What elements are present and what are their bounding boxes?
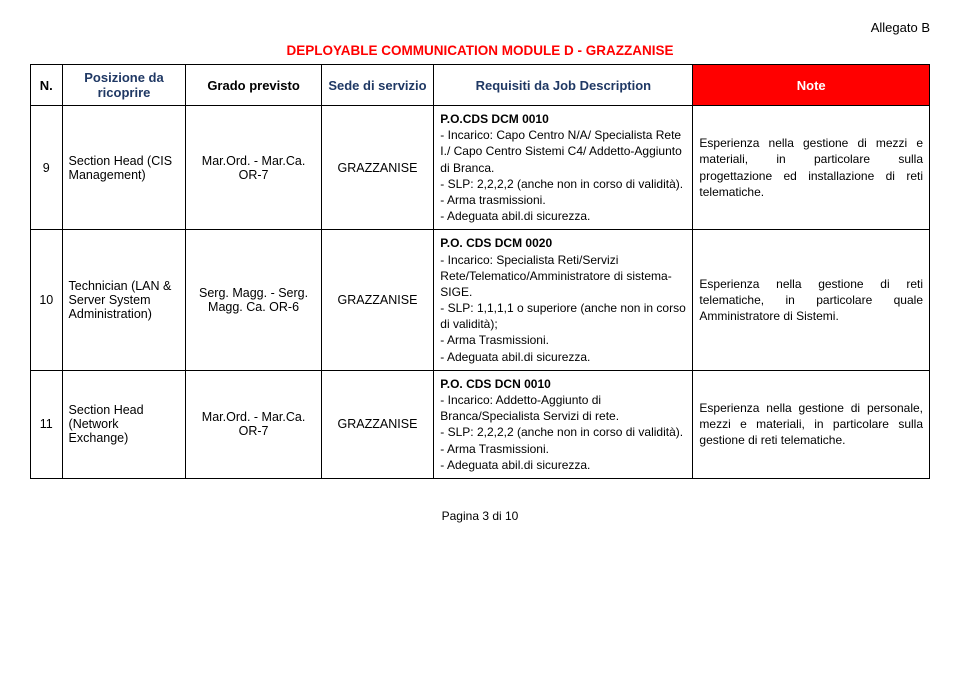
cell-n: 11	[31, 370, 63, 478]
cell-requisiti: P.O. CDS DCN 0010 - Incarico: Addetto-Agg…	[434, 370, 693, 478]
req-body: - Incarico: Specialista Reti/Servizi Ret…	[440, 253, 685, 364]
cell-sede: GRAZZANISE	[321, 106, 434, 230]
cell-sede: GRAZZANISE	[321, 230, 434, 371]
req-code: P.O. CDS DCN 0010	[440, 377, 551, 391]
col-requisiti: Requisiti da Job Description	[434, 65, 693, 106]
cell-posizione: Technician (LAN & Server System Administ…	[62, 230, 186, 371]
table-row: 9 Section Head (CIS Management) Mar.Ord.…	[31, 106, 930, 230]
req-code: P.O.CDS DCM 0010	[440, 112, 549, 126]
page-footer: Pagina 3 di 10	[30, 509, 930, 523]
req-code: P.O. CDS DCM 0020	[440, 236, 552, 250]
table-row: 11 Section Head (Network Exchange) Mar.O…	[31, 370, 930, 478]
cell-note: Esperienza nella gestione di mezzi e mat…	[693, 106, 930, 230]
table-header-row: N. Posizione da ricoprire Grado previsto…	[31, 65, 930, 106]
col-grado: Grado previsto	[186, 65, 321, 106]
cell-note: Esperienza nella gestione di personale, …	[693, 370, 930, 478]
cell-requisiti: P.O.CDS DCM 0010 - Incarico: Capo Centro …	[434, 106, 693, 230]
allegato-label: Allegato B	[30, 20, 930, 35]
cell-note: Esperienza nella gestione di reti telema…	[693, 230, 930, 371]
cell-grado: Serg. Magg. - Serg. Magg. Ca. OR-6	[186, 230, 321, 371]
col-sede: Sede di servizio	[321, 65, 434, 106]
cell-grado: Mar.Ord. - Mar.Ca. OR-7	[186, 370, 321, 478]
module-title: DEPLOYABLE COMMUNICATION MODULE D - GRAZ…	[30, 43, 930, 58]
table-row: 10 Technician (LAN & Server System Admin…	[31, 230, 930, 371]
col-n: N.	[31, 65, 63, 106]
col-note: Note	[693, 65, 930, 106]
req-body: - Incarico: Addetto-Aggiunto di Branca/S…	[440, 393, 683, 472]
req-body: - Incarico: Capo Centro N/A/ Specialista…	[440, 128, 683, 223]
cell-requisiti: P.O. CDS DCM 0020 - Incarico: Specialista…	[434, 230, 693, 371]
page-number: Pagina 3 di 10	[442, 509, 519, 523]
col-posizione: Posizione da ricoprire	[62, 65, 186, 106]
positions-table: N. Posizione da ricoprire Grado previsto…	[30, 64, 930, 479]
cell-posizione: Section Head (Network Exchange)	[62, 370, 186, 478]
cell-n: 9	[31, 106, 63, 230]
cell-grado: Mar.Ord. - Mar.Ca. OR-7	[186, 106, 321, 230]
cell-n: 10	[31, 230, 63, 371]
cell-posizione: Section Head (CIS Management)	[62, 106, 186, 230]
cell-sede: GRAZZANISE	[321, 370, 434, 478]
